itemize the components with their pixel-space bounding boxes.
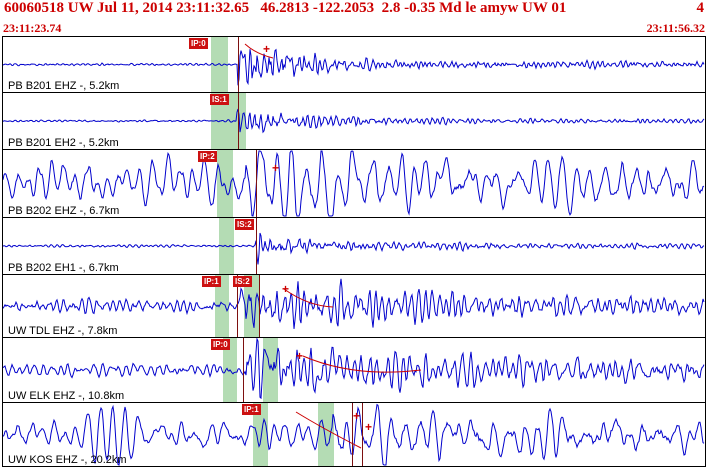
amplitude-plus-marker[interactable]: + xyxy=(353,409,361,423)
trace-label: PB B202 EHZ -, 6.7km xyxy=(8,205,120,217)
phase-pick-line[interactable] xyxy=(256,218,257,274)
phase-pick-line[interactable] xyxy=(256,150,257,217)
waveform-pb-b201-ehz xyxy=(3,48,705,86)
trace-label: UW ELK EHZ -, 10.8km xyxy=(8,390,125,402)
event-trailing-number: 4 xyxy=(696,0,705,16)
trace-panel-uw-kos-ehz[interactable]: IP:1 + + UW KOS EHZ -, 20.2km xyxy=(2,402,706,467)
phase-pick-flag[interactable]: IP:0 xyxy=(211,339,230,350)
trace-panel-pb-b201-eh2[interactable]: IS:1 PB B201 EH2 -, 5.2km xyxy=(2,92,706,150)
waveform-uw-tdl-ehz xyxy=(3,278,705,329)
coda-decay-curve xyxy=(283,288,334,308)
phase-window-band xyxy=(215,275,229,337)
time-window-row: 23:11:23.74 23:11:56.32 xyxy=(3,21,705,36)
amplitude-plus-marker[interactable]: + xyxy=(263,42,271,56)
phase-pick-line[interactable] xyxy=(362,403,363,466)
phase-pick-flag[interactable]: IP:1 xyxy=(242,404,261,415)
trace-label: PB B202 EH1 -, 6.7km xyxy=(8,262,119,274)
window-end-time: 23:11:56.32 xyxy=(646,21,705,35)
amplitude-plus-marker[interactable]: + xyxy=(282,282,290,296)
phase-pick-line[interactable] xyxy=(238,37,239,92)
phase-pick-line[interactable] xyxy=(352,403,353,466)
waveform-pb-b202-ehz xyxy=(3,150,705,217)
trace-panel-pb-b202-ehz[interactable]: IP:2 + PB B202 EHZ -, 6.7km xyxy=(2,149,706,218)
amplitude-plus-marker[interactable]: + xyxy=(272,161,280,175)
trace-panel-stack: IP:0 + PB B201 EHZ -, 5.2km IS:1 PB B201 EH2… xyxy=(2,36,706,467)
phase-window-band xyxy=(318,403,334,466)
coda-decay-curve xyxy=(244,43,274,59)
phase-pick-flag[interactable]: IP:2 xyxy=(198,151,217,162)
phase-window-band xyxy=(217,150,233,217)
phase-pick-flag[interactable]: IS:2 xyxy=(233,276,252,287)
trace-label: UW KOS EHZ -, 20.2km xyxy=(8,454,127,466)
phase-pick-line[interactable] xyxy=(243,338,244,402)
trace-panel-uw-elk-ehz[interactable]: IP:0 + UW ELK EHZ -, 10.8km xyxy=(2,337,706,403)
waveform-uw-elk-ehz xyxy=(3,338,705,400)
phase-pick-flag[interactable]: IS:1 xyxy=(210,94,229,105)
trace-panel-pb-b201-ehz[interactable]: IP:0 + PB B201 EHZ -, 5.2km xyxy=(2,36,706,93)
coda-decay-curve xyxy=(295,411,362,449)
phase-pick-line[interactable] xyxy=(259,275,260,337)
phase-pick-flag[interactable]: IP:1 xyxy=(202,276,221,287)
event-summary: 60060518 UW Jul 11, 2014 23:11:32.65 46.… xyxy=(4,0,567,16)
phase-pick-flag[interactable]: IS:2 xyxy=(235,219,254,230)
trace-label: PB B201 EH2 -, 5.2km xyxy=(8,137,119,149)
coda-decay-curve xyxy=(302,355,422,373)
phase-pick-line[interactable] xyxy=(237,275,238,337)
window-start-time: 23:11:23.74 xyxy=(3,21,62,35)
trace-label: PB B201 EHZ -, 5.2km xyxy=(8,80,120,92)
trace-panel-uw-tdl-ehz[interactable]: IP:1 IS:2 + UW TDL EHZ -, 7.8km xyxy=(2,274,706,338)
phase-pick-line[interactable] xyxy=(238,93,239,149)
trace-panel-pb-b202-eh1[interactable]: IS:2 PB B202 EH1 -, 6.7km xyxy=(2,217,706,275)
waveform-pb-b201-eh2 xyxy=(3,108,705,134)
event-header: 60060518 UW Jul 11, 2014 23:11:32.65 46.… xyxy=(4,0,704,17)
waveform-pb-b202-eh1 xyxy=(3,232,705,265)
amplitude-plus-marker[interactable]: + xyxy=(365,420,373,434)
phase-pick-flag[interactable]: IP:0 xyxy=(189,38,208,49)
amplitude-plus-marker[interactable]: + xyxy=(296,349,304,363)
trace-label: UW TDL EHZ -, 7.8km xyxy=(8,325,118,337)
phase-window-band xyxy=(211,37,228,92)
